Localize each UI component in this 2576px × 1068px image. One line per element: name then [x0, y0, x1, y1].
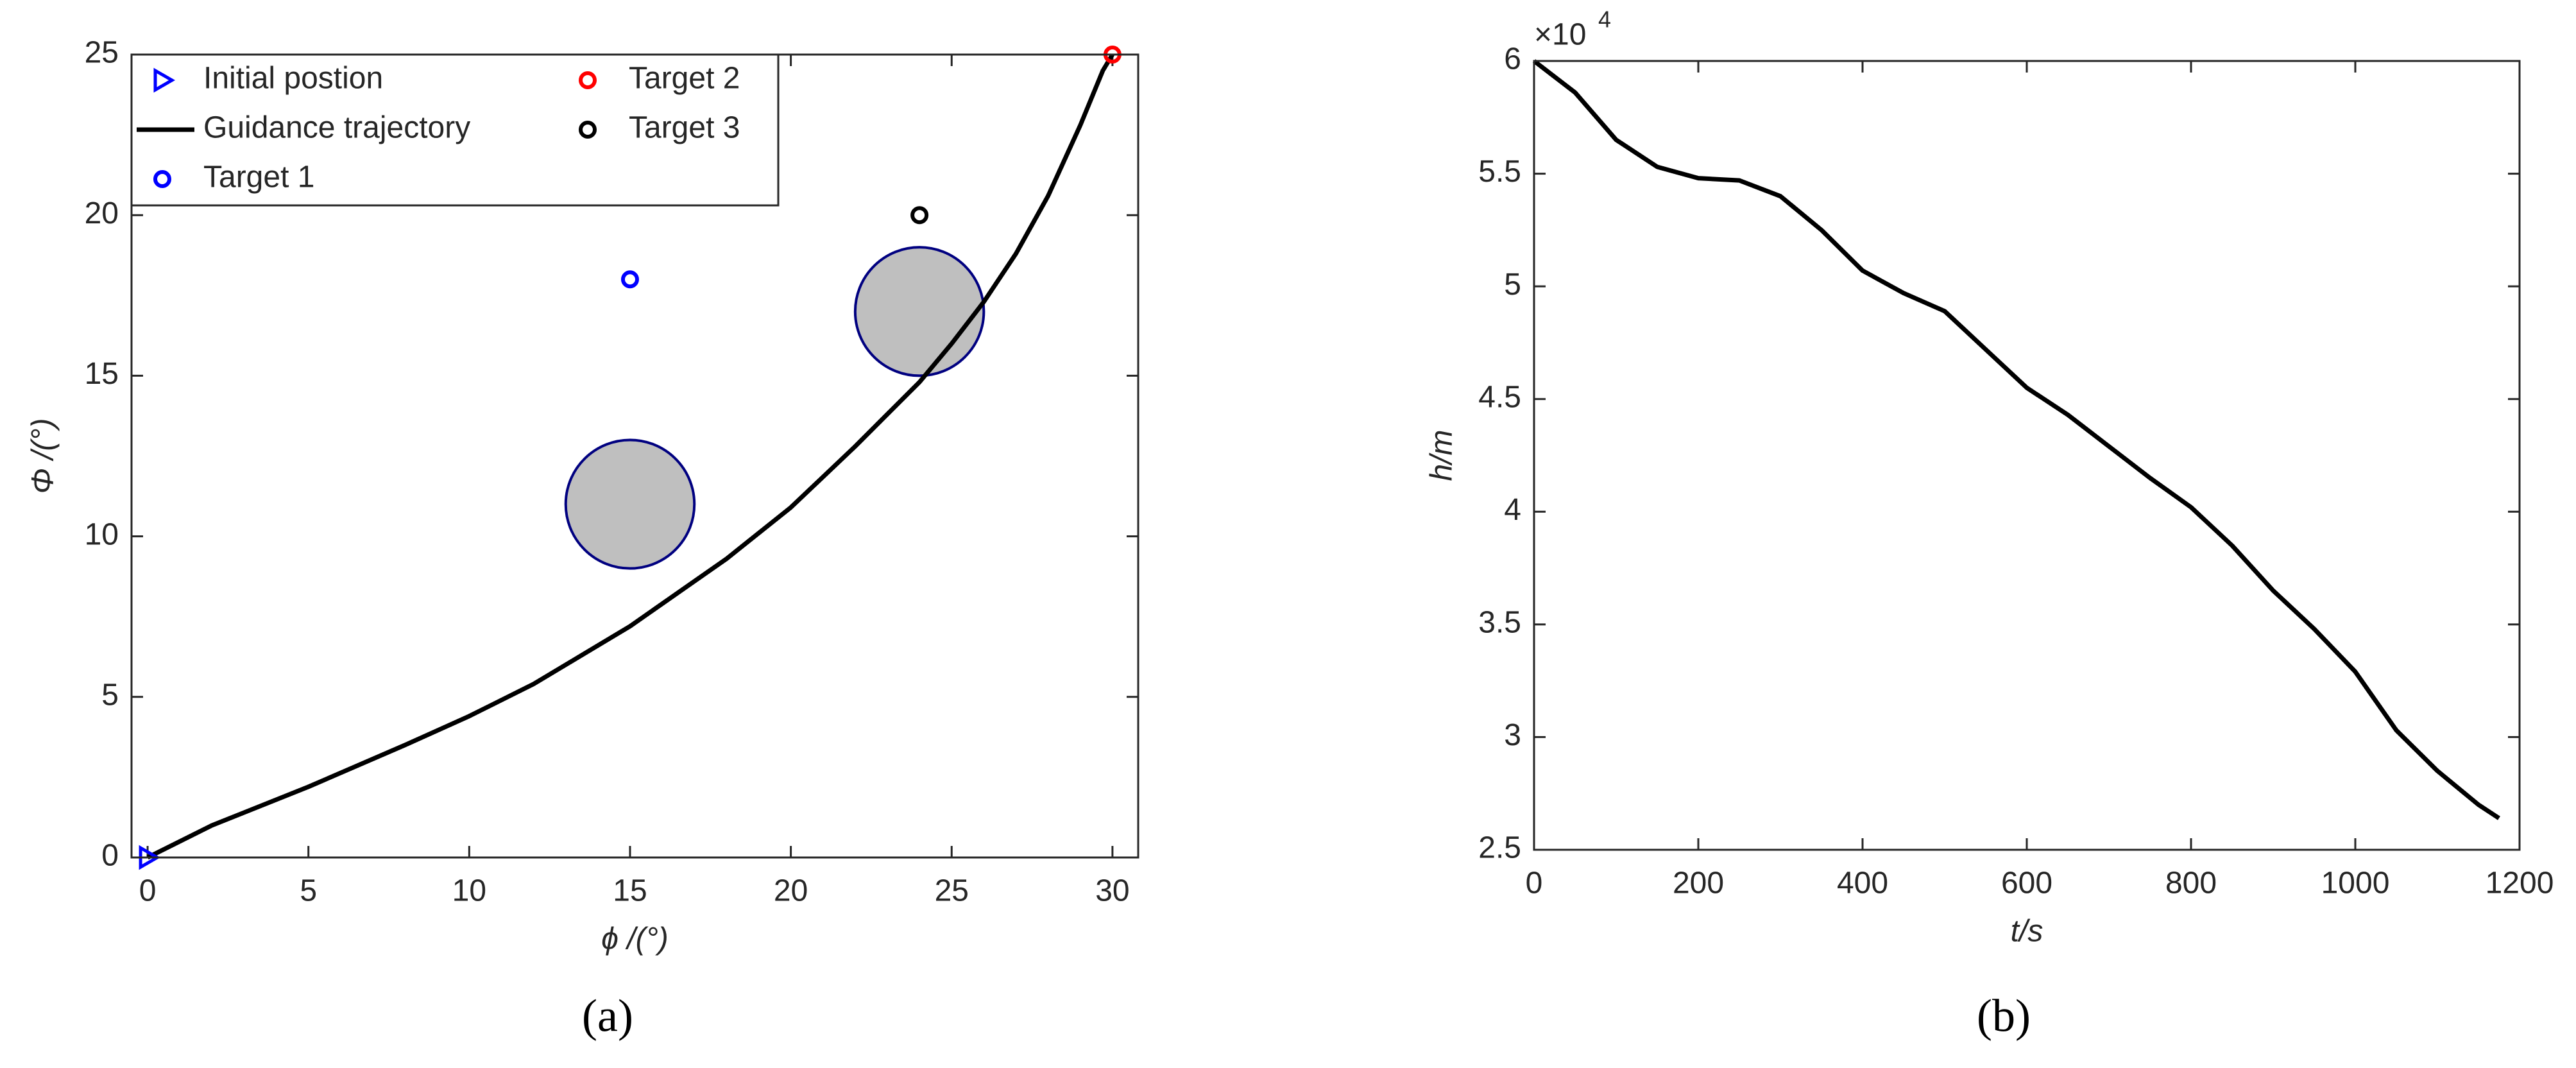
y-tick-label: 5 [1504, 268, 1521, 302]
plot-frame [130, 53, 1139, 859]
x-tick-label: 400 [1837, 866, 1888, 900]
y-axis-label: h/m [1425, 429, 1459, 481]
caption: (b) [1977, 990, 2031, 1042]
x-tick-label: 25 [935, 874, 969, 908]
target-marker [620, 270, 639, 289]
legend-swatch [579, 71, 597, 89]
target-marker [910, 206, 929, 225]
x-tick-label: 10 [452, 874, 486, 908]
trajectory-line [1532, 59, 2500, 820]
plot-frame [1533, 60, 2521, 851]
x-tick-label: 20 [774, 874, 808, 908]
y-tick-label: 20 [85, 196, 119, 230]
y-tick-label: 2.5 [1478, 831, 1521, 865]
y-tick-label: 5.5 [1478, 155, 1521, 189]
y-tick-label: 10 [85, 517, 119, 551]
legend-label: Target 3 [629, 111, 740, 145]
y-tick-label: 3.5 [1478, 606, 1521, 640]
y-tick-label: 0 [101, 839, 119, 873]
x-axis-label: ϕ /(°) [601, 922, 669, 956]
legend-label: Target 2 [629, 62, 740, 96]
y-tick-label: 15 [85, 357, 119, 391]
legend-box [130, 53, 780, 207]
obstacle [853, 246, 985, 377]
x-tick-label: 0 [139, 874, 157, 908]
legend-swatch [579, 121, 597, 139]
y-tick-label: 4 [1504, 493, 1521, 527]
x-tick-label: 1000 [2321, 866, 2390, 900]
legend-swatch [153, 170, 171, 188]
x-tick-label: 0 [1526, 866, 1543, 900]
x-tick-label: 200 [1673, 866, 1724, 900]
y-axis-label: Φ /(°) [26, 418, 60, 494]
legend-label: Guidance trajectory [203, 111, 470, 145]
x-tick-label: 5 [300, 874, 317, 908]
y-multiplier-power: 4 [1598, 6, 1611, 33]
legend-label: Initial postion [203, 62, 383, 96]
y-tick-label: 5 [101, 678, 119, 712]
y-tick-label: 6 [1504, 42, 1521, 76]
legend-label: Target 1 [203, 160, 314, 194]
legend: Initial postion Guidance trajectory Target… [130, 53, 780, 207]
y-multiplier: ×10 [1534, 18, 1586, 52]
y-tick-label: 4.5 [1478, 380, 1521, 414]
obstacle [564, 438, 696, 570]
x-tick-label: 1200 [2486, 866, 2554, 900]
x-tick-label: 600 [2001, 866, 2052, 900]
legend-swatch [153, 67, 176, 93]
x-tick-label: 15 [613, 874, 647, 908]
caption: (a) [582, 990, 633, 1042]
y-tick-label: 25 [85, 36, 119, 70]
x-tick-label: 800 [2165, 866, 2217, 900]
trajectory-line [146, 53, 1114, 860]
y-tick-label: 3 [1504, 718, 1521, 752]
x-tick-label: 30 [1095, 874, 1129, 908]
x-axis-label: t/s [2011, 915, 2043, 949]
